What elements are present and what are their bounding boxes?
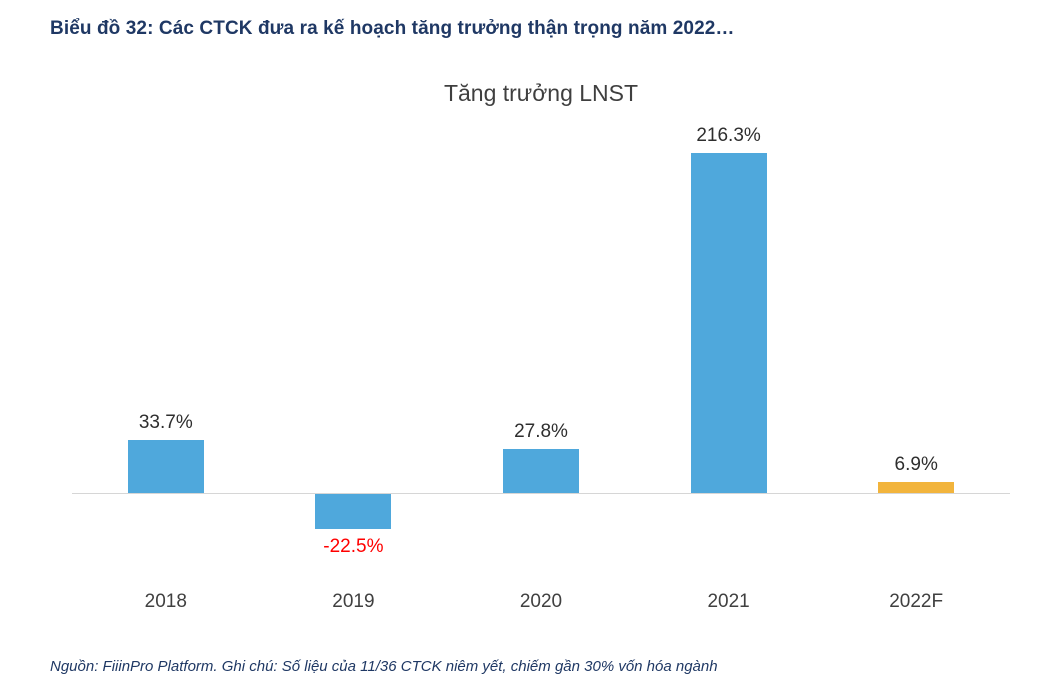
page-title: Biểu đồ 32: Các CTCK đưa ra kế hoạch tăn… (50, 18, 735, 39)
source-footnote: Nguồn: FiiinPro Platform. Ghi chú: Số li… (50, 658, 718, 675)
x-axis-label-2021: 2021 (707, 591, 750, 612)
x-axis-line (72, 493, 1010, 494)
chart-plot-area: 33.7% -22.5% 27.8% 216.3% 6.9% (72, 113, 1010, 573)
bar-2021 (690, 153, 767, 493)
value-label-2019: -22.5% (323, 536, 384, 558)
x-axis-label-2020: 2020 (519, 591, 563, 612)
bar-2018 (127, 440, 204, 493)
value-label-2018: 33.7% (138, 412, 193, 434)
x-axis-label-2019: 2019 (332, 591, 375, 612)
chart-title: Tăng trưởng LNST (443, 80, 639, 106)
bar-2020 (503, 449, 579, 493)
bar-chart: Tăng trưởng LNST 33.7% -22.5% 27.8% 216.3% 6… (72, 80, 1010, 613)
x-axis-label-2018: 2018 (144, 591, 187, 612)
x-axis-label-2022F: 2022F (889, 591, 944, 612)
bar-2022F (878, 482, 955, 493)
bar-2019 (315, 494, 392, 530)
value-label-2020: 27.8% (514, 421, 568, 443)
x-axis-labels: 2018 2019 2020 2021 2022F (72, 591, 1010, 613)
value-label-2022F: 6.9% (894, 454, 938, 476)
value-label-2021: 216.3% (696, 125, 761, 146)
